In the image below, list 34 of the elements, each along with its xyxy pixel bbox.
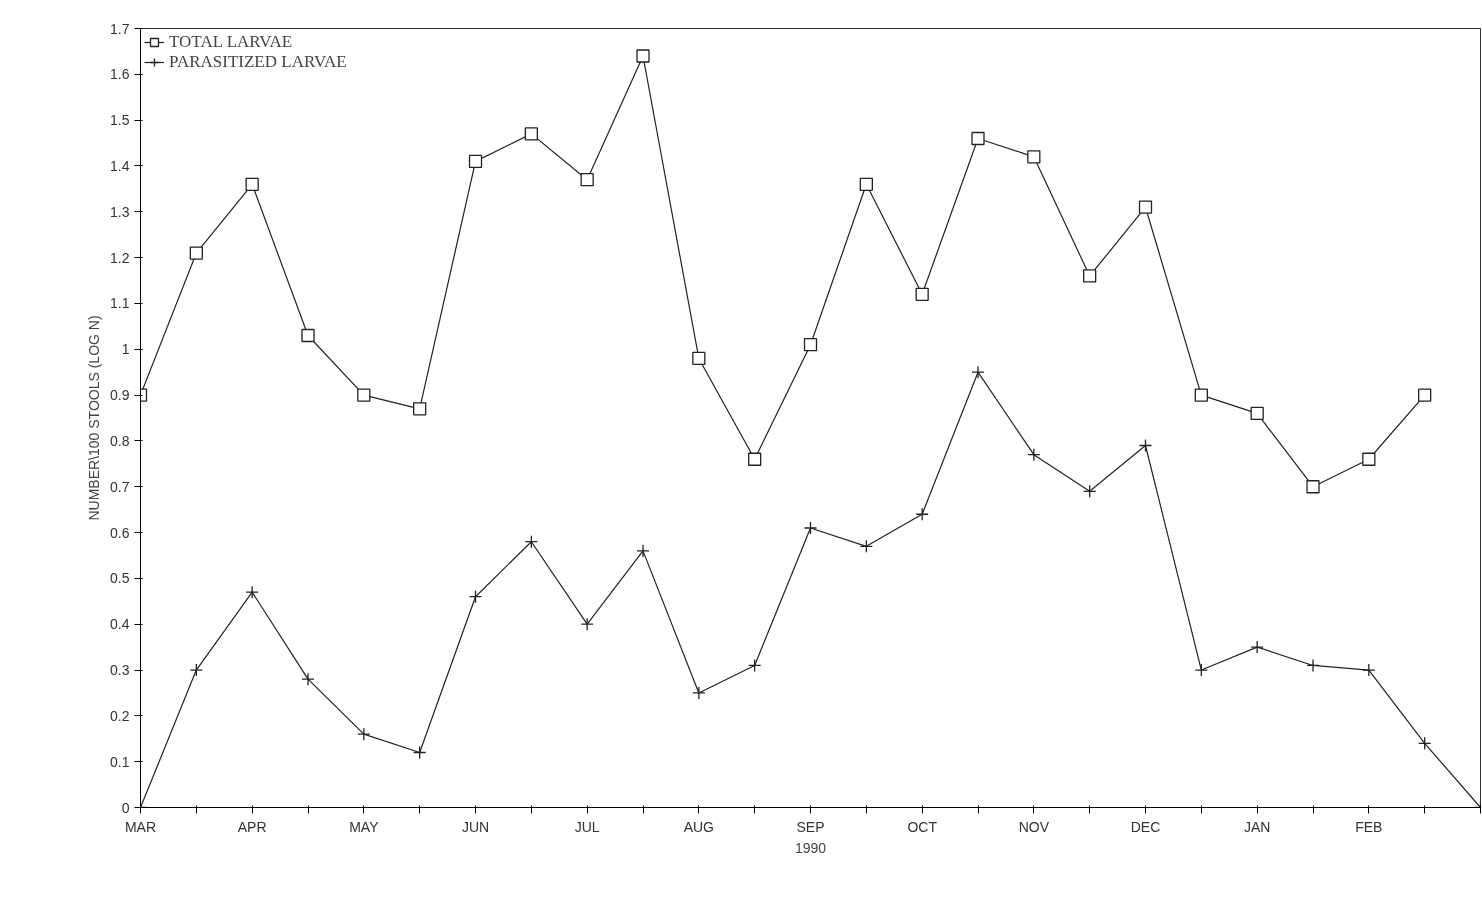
x-tick-label: DEC (1130, 818, 1161, 835)
y-tick-label: 0.3 (110, 662, 130, 679)
y-tick-label: 1.3 (110, 203, 130, 220)
x-tick-label: MAR (124, 818, 157, 835)
x-tick-label: APR (237, 818, 267, 835)
x-tick-label: AUG (683, 818, 715, 835)
y-tick-label: 0.9 (110, 387, 130, 404)
y-tick-label: 0.5 (110, 570, 130, 587)
y-tick-label: 1.4 (110, 157, 130, 174)
y-tick-label: 1 (121, 341, 130, 358)
y-tick-label: 0.4 (110, 616, 130, 633)
y-tick-label: 1.1 (110, 295, 130, 312)
y-tick-label: 0 (121, 799, 130, 816)
y-tick-label: 1.5 (110, 112, 130, 129)
x-tick-label: JUL (574, 818, 600, 835)
x-axis-title: 1990 (794, 839, 827, 856)
y-axis-title: NUMBER\100 STOOLS (LOG N) (86, 315, 103, 521)
x-tick-label: FEB (1355, 818, 1383, 835)
y-tick-label: 0.2 (110, 707, 130, 724)
y-tick-label: 0.7 (110, 478, 130, 495)
x-tick-label: JAN (1243, 818, 1271, 835)
x-tick-label: MAY (349, 818, 380, 835)
legend-label: TOTAL LARVAE (169, 32, 293, 52)
x-tick-label: OCT (907, 818, 938, 835)
x-tick-label: NOV (1018, 818, 1050, 835)
x-tick-label: SEP (796, 818, 825, 835)
y-tick-label: 0.1 (110, 753, 130, 770)
y-tick-label: 0.6 (110, 524, 130, 541)
y-tick-label: 1.7 (110, 20, 130, 37)
y-tick-label: 1.2 (110, 249, 130, 266)
y-tick-label: 1.6 (110, 66, 130, 83)
x-tick-label: JUN (461, 818, 490, 835)
legend-label: PARASITIZED LARVAE (169, 52, 347, 72)
y-tick-label: 0.8 (110, 432, 130, 449)
